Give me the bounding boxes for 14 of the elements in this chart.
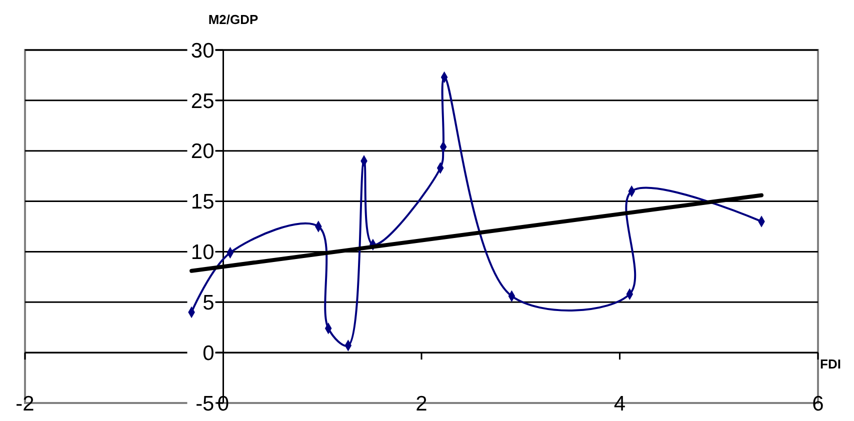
y-tick-label: 15 — [190, 190, 214, 214]
x-axis-title: FDI — [820, 356, 841, 372]
x-tick-label: 4 — [614, 392, 626, 416]
y-tick-label: -5 — [196, 392, 214, 416]
y-tick-label: 0 — [202, 342, 214, 365]
y-axis-title: M2/GDP — [208, 12, 258, 27]
y-tick-label: 25 — [190, 90, 214, 113]
y-tick-label: 10 — [190, 241, 214, 264]
y-tick-label: 5 — [202, 291, 214, 314]
y-tick-label: 30 — [190, 39, 214, 62]
x-tick-label: -2 — [16, 392, 34, 416]
x-tick-label: 6 — [812, 392, 824, 416]
y-tick-label: 20 — [190, 140, 214, 164]
x-tick-label: 2 — [416, 392, 428, 416]
